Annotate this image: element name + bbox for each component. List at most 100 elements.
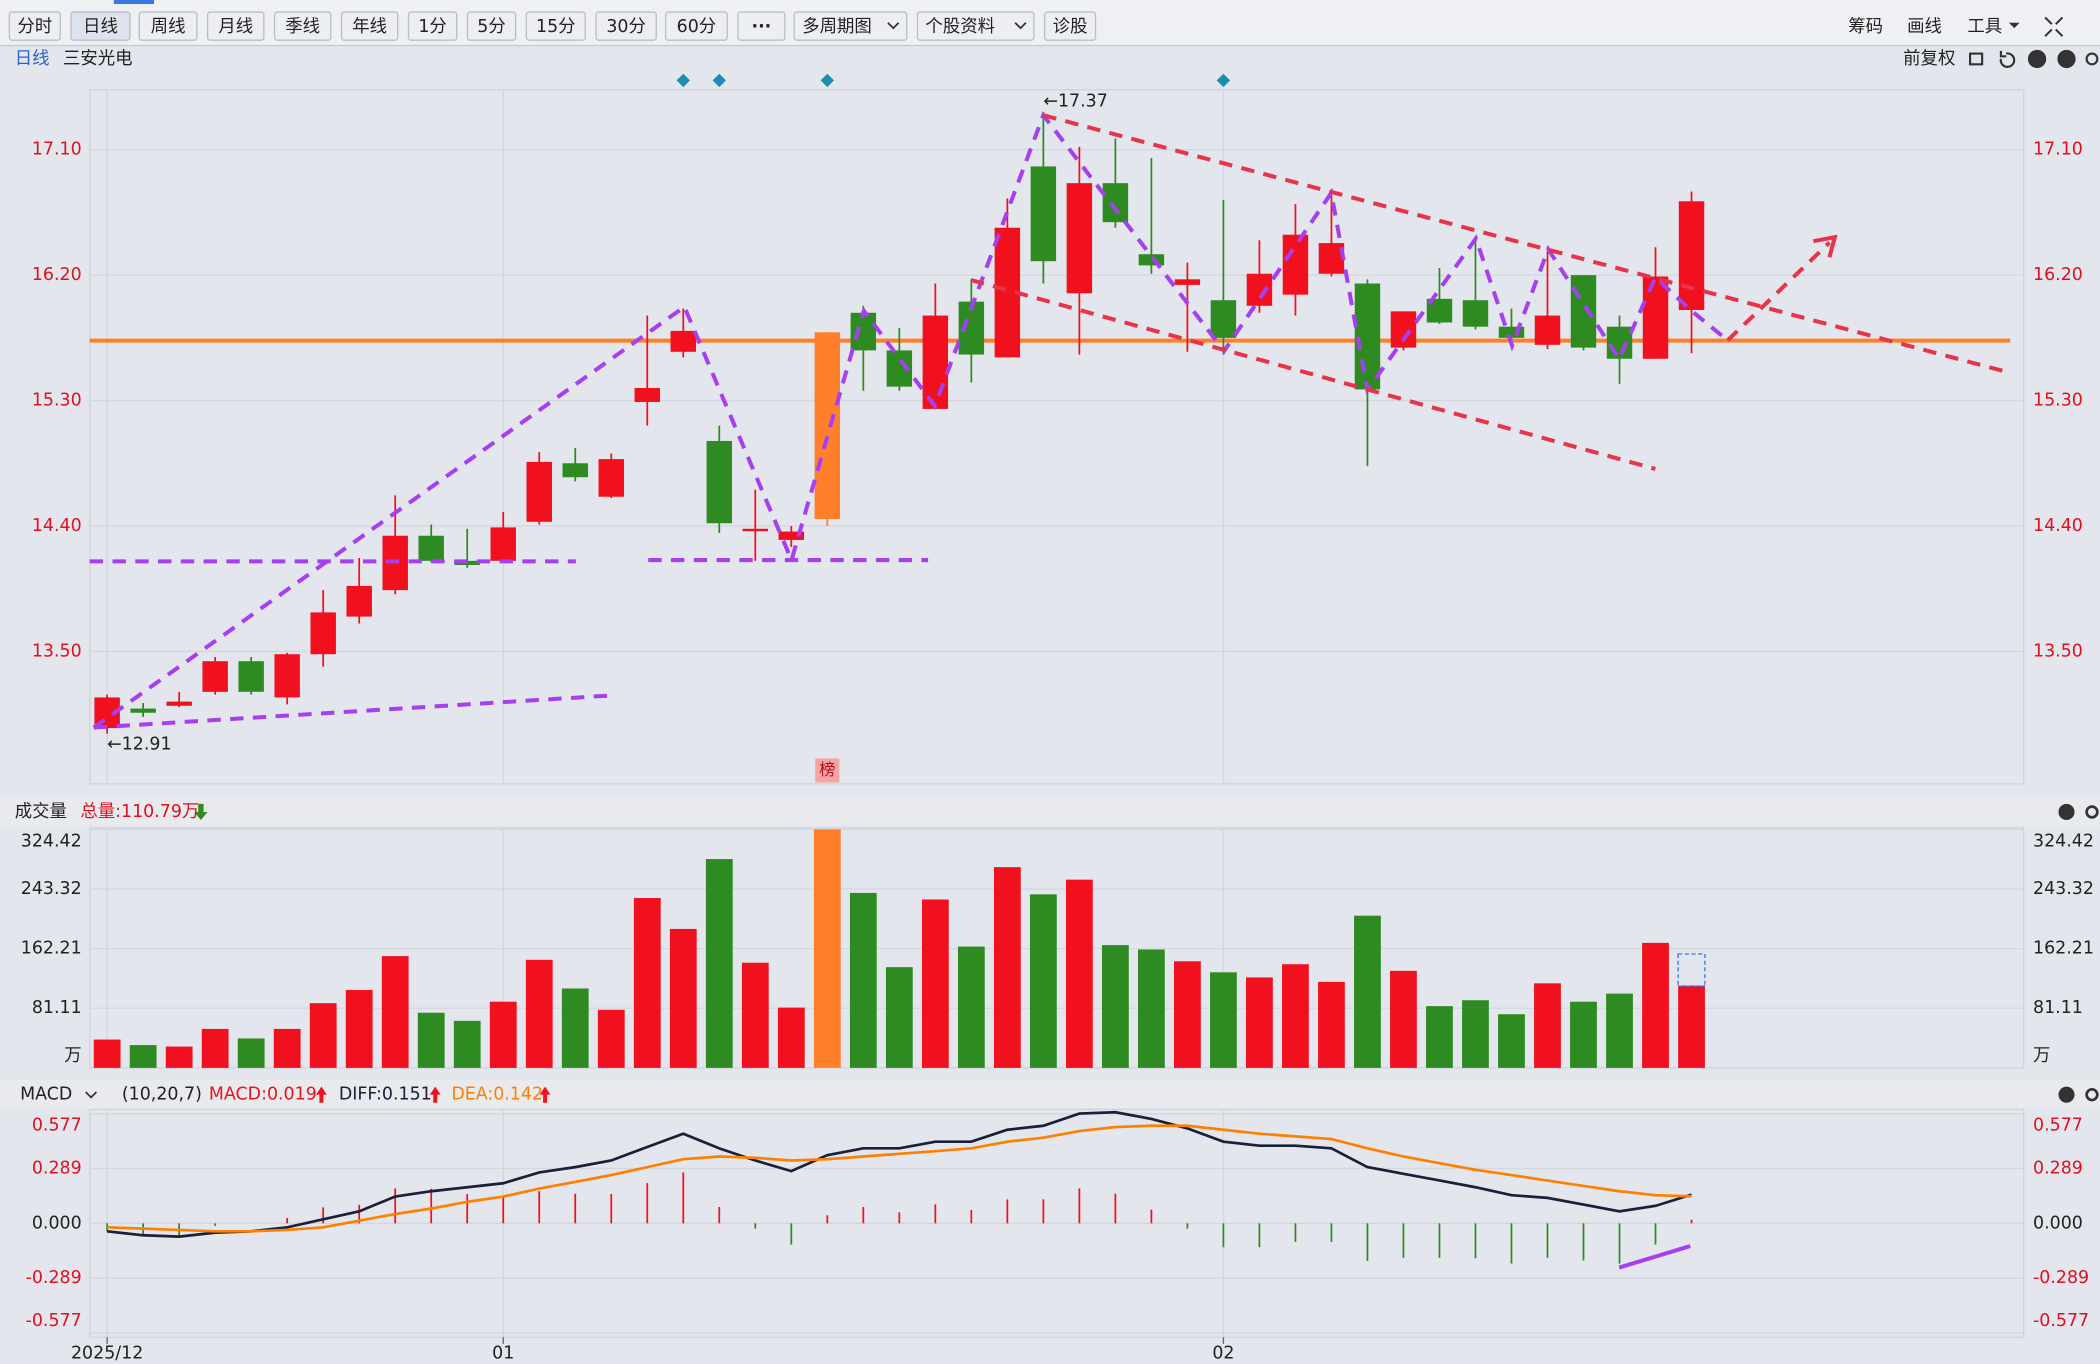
tab-button[interactable]	[1043, 11, 1097, 41]
y-tick-label: 13.50	[32, 641, 82, 661]
volume-bar	[705, 859, 733, 1068]
zoom-out-icon[interactable]	[2057, 49, 2076, 69]
fullscreen-icon[interactable]	[2044, 16, 2064, 37]
candle-body	[526, 461, 552, 522]
volume-bar	[957, 946, 985, 1068]
candle-body	[778, 531, 805, 540]
y-tick-label: 17.10	[2033, 140, 2083, 160]
tab-label: 季线	[285, 17, 320, 37]
badge-label: 榜	[819, 760, 835, 779]
tab-label: 周线	[151, 17, 186, 37]
unit-label: 万	[64, 1046, 81, 1066]
candle-body	[166, 701, 192, 706]
legend-label: MACD:0.019	[209, 1085, 317, 1105]
tab-button[interactable]	[525, 11, 586, 41]
y-tick-label: 0.289	[2033, 1158, 2083, 1178]
candle-body	[670, 330, 697, 352]
y-tick-label: 0.000	[32, 1213, 82, 1233]
tab-button[interactable]	[793, 11, 908, 41]
tab-label: 日线	[83, 17, 118, 37]
tool-button[interactable]: 画线	[1907, 17, 1942, 37]
candle-body	[1570, 275, 1597, 348]
candle-body	[1102, 183, 1129, 223]
tab-button[interactable]	[916, 11, 1035, 41]
tab-label: 60分	[677, 17, 717, 37]
y-tick-label: 14.40	[32, 516, 82, 536]
tab-button[interactable]	[595, 11, 657, 41]
up-arrow	[316, 1086, 327, 1103]
candle-body	[1030, 166, 1057, 262]
tab-button[interactable]	[664, 11, 728, 41]
volume-bar	[1678, 985, 1705, 1068]
chevron[interactable]	[85, 1091, 98, 1099]
close-icon[interactable]	[2058, 1086, 2075, 1103]
volume-bar	[201, 1028, 229, 1068]
volume-bar	[453, 1020, 481, 1068]
candle-body	[1642, 276, 1669, 359]
extreme-label: ←17.37	[1043, 91, 1107, 111]
tool-button[interactable]: 工具	[1967, 17, 2002, 37]
candle-body	[490, 527, 516, 561]
lock-icon[interactable]	[1969, 52, 1984, 66]
candle-body	[706, 440, 733, 524]
volume-bar	[1174, 961, 1201, 1068]
tab-button[interactable]	[340, 11, 399, 41]
x-tick-label: 01	[492, 1343, 514, 1363]
tab-button[interactable]	[70, 11, 131, 41]
volume-bar	[1498, 1014, 1525, 1068]
y-tick-label: 162.21	[2033, 939, 2094, 959]
tab-button[interactable]	[206, 11, 265, 41]
y-tick-label: 0.577	[2033, 1115, 2083, 1135]
tab-label: 分时	[17, 17, 52, 37]
settings-icon[interactable]	[2085, 805, 2099, 819]
adjust-button[interactable]: 前复权	[1903, 49, 1955, 69]
volume-bar	[1029, 894, 1057, 1068]
y-tick-label: -0.577	[26, 1311, 82, 1331]
volume-bar	[129, 1045, 157, 1068]
volume-bar	[1318, 981, 1345, 1068]
candle-body	[202, 661, 228, 692]
tab-button[interactable]	[8, 11, 61, 41]
tab-label: ···	[751, 17, 771, 37]
candle-body	[1246, 273, 1273, 306]
volume-bar	[1246, 977, 1273, 1068]
settings-icon[interactable]	[2085, 52, 2099, 66]
params-label: (10,20,7)	[122, 1085, 202, 1105]
y-tick-label: 243.32	[21, 879, 82, 899]
tab-button[interactable]	[737, 11, 786, 41]
channel-top	[1042, 113, 2010, 375]
volume-bar	[1390, 970, 1417, 1068]
tab-label: 多周期图	[802, 17, 872, 37]
tab-button[interactable]	[273, 11, 332, 41]
y-tick-label: 17.10	[32, 140, 82, 160]
y-tick-label: -0.289	[26, 1268, 82, 1288]
tab-button[interactable]	[138, 11, 198, 41]
zoom-in-icon[interactable]	[2027, 49, 2047, 69]
tab-label: 5分	[477, 17, 505, 37]
volume-bar	[1101, 945, 1129, 1068]
legend-label: DEA:0.142	[451, 1085, 543, 1105]
close-icon[interactable]	[2058, 803, 2075, 821]
volume-bar	[345, 989, 373, 1068]
undo-icon[interactable]	[1999, 50, 2016, 68]
indicator-line	[106, 1110, 1692, 1238]
y-tick-label: 324.42	[2033, 831, 2094, 851]
candle-body	[238, 661, 264, 692]
tab-button[interactable]	[407, 11, 458, 41]
total-label: 总量:110.79万	[80, 802, 199, 822]
y-tick-label: 14.40	[2033, 516, 2083, 536]
volume-bar	[417, 1012, 445, 1068]
candle-body	[742, 528, 769, 532]
volume-bar	[561, 988, 589, 1068]
volume-bar	[489, 1001, 517, 1068]
y-tick-label: 81.11	[32, 998, 82, 1018]
badge	[815, 758, 840, 783]
settings-icon[interactable]	[2085, 1087, 2099, 1102]
tool-button[interactable]: 筹码	[1848, 17, 1883, 37]
volume-bar	[273, 1028, 301, 1068]
tab-button[interactable]	[466, 11, 517, 41]
tab-label: 诊股	[1053, 17, 1088, 37]
legend-label: DIFF:0.151	[339, 1085, 432, 1105]
